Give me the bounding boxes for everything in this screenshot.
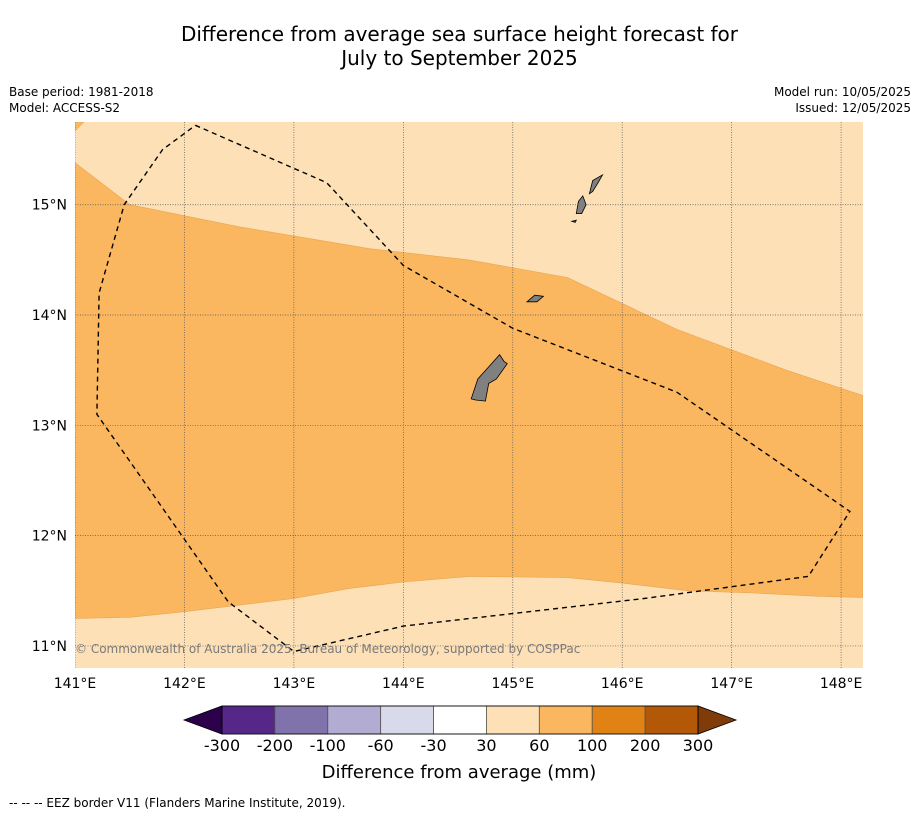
- islands: [470, 173, 604, 402]
- island-aguijan: [570, 219, 578, 223]
- island-tinian: [575, 195, 587, 215]
- colorbar-bin: [486, 705, 540, 735]
- colorbar-bin: [221, 705, 276, 735]
- colorbar-bin: [538, 705, 593, 735]
- colorbar-label: Difference from average (mm): [322, 762, 597, 783]
- issued-date: Issued: 12/05/2025: [795, 101, 911, 115]
- lon-tick-label: 142°E: [163, 676, 206, 692]
- lat-tick-label: 11°N: [32, 639, 67, 655]
- colorbar-tick-label: -60: [368, 736, 394, 755]
- colorbar-tick-label: 300: [683, 736, 714, 755]
- colorbar-bin: [644, 705, 699, 735]
- colorbar-bin: [274, 705, 329, 735]
- title-line-2: July to September 2025: [341, 46, 578, 70]
- copyright-text: © Commonwealth of Australia 2025, Bureau…: [75, 642, 580, 656]
- lon-tick-label: 145°E: [491, 676, 534, 692]
- colorbar-bin: [591, 705, 646, 735]
- meta-left: Base period: 1981-2018 Model: ACCESS-S2: [9, 84, 154, 116]
- map-title: Difference from average sea surface heig…: [0, 22, 919, 70]
- colorbar-outline: [221, 705, 699, 735]
- model-name: Model: ACCESS-S2: [9, 101, 121, 115]
- colorbar-tick-label: -100: [310, 736, 346, 755]
- anomaly-regions: [75, 122, 863, 619]
- lon-tick-label: 144°E: [382, 676, 425, 692]
- eez-footer-note: -- -- -- EEZ border V11 (Flanders Marine…: [9, 796, 346, 810]
- lon-tick-label: 147°E: [710, 676, 753, 692]
- title-line-1: Difference from average sea surface heig…: [180, 22, 739, 46]
- lat-tick-label: 15°N: [32, 198, 67, 214]
- anomaly-region-2: [75, 122, 85, 132]
- lon-tick-label: 146°E: [601, 676, 644, 692]
- lon-tick-label: 141°E: [54, 676, 97, 692]
- model-run: Model run: 10/05/2025: [773, 85, 911, 99]
- colorbar-bin: [327, 705, 382, 735]
- lat-tick-label: 14°N: [32, 308, 67, 324]
- map-area: [75, 122, 863, 668]
- latitude-tick-labels: 15°N 14°N 13°N 12°N 11°N: [32, 198, 67, 655]
- lat-tick-label: 13°N: [32, 418, 67, 434]
- island-rota: [525, 294, 545, 303]
- base-period: Base period: 1981-2018: [9, 85, 154, 99]
- colorbar-bin: [433, 705, 487, 735]
- colorbar: -300 -200 -100 -60 -30 30 60 100 200 300 Differen…: [182, 705, 738, 783]
- colorbar-tick-label: -200: [257, 736, 293, 755]
- longitude-tick-labels: 141°E 142°E 143°E 144°E 145°E 146°E 147°E 148°E: [54, 676, 863, 692]
- colorbar-tick-label: -300: [204, 736, 240, 755]
- eez-border-line: [96, 124, 851, 653]
- colorbar-tick-label: -30: [420, 736, 446, 755]
- colorbar-tick-label: 100: [577, 736, 608, 755]
- lon-tick-label: 148°E: [820, 676, 863, 692]
- colorbar-high-extend: [697, 705, 738, 735]
- colorbar-tick-label: 60: [529, 736, 549, 755]
- colorbar-bin: [380, 705, 434, 735]
- graticule: [75, 122, 863, 668]
- meta-right: Model run: 10/05/2025 Issued: 12/05/2025: [774, 84, 911, 116]
- colorbar-tick-label: 30: [476, 736, 496, 755]
- lon-tick-label: 143°E: [273, 676, 316, 692]
- island-saipan: [588, 173, 604, 195]
- colorbar-tick-label: 200: [630, 736, 661, 755]
- anomaly-region-1: [75, 162, 863, 619]
- colorbar-low-extend: [182, 705, 223, 735]
- lat-tick-label: 12°N: [32, 529, 67, 545]
- island-guam: [470, 354, 508, 402]
